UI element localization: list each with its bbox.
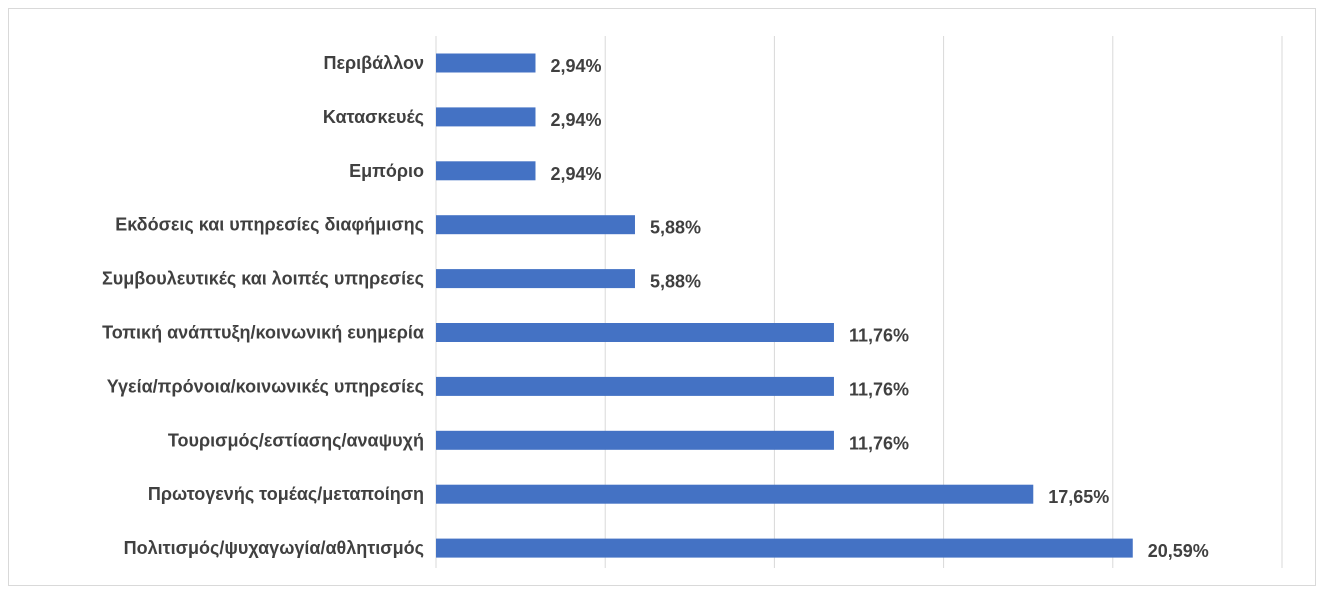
bar — [436, 430, 834, 450]
value-label: 17,65% — [1048, 487, 1109, 507]
bars — [436, 53, 1133, 558]
category-label: Πολιτισμός/ψυχαγωγία/αθλητισμός — [124, 538, 424, 558]
bar — [436, 215, 635, 235]
category-label: Εμπόριο — [349, 161, 424, 181]
category-label: Κατασκευές — [323, 107, 424, 127]
category-label: Περιβάλλον — [323, 53, 424, 73]
value-label: 20,59% — [1148, 541, 1209, 561]
bar — [436, 323, 834, 342]
bar — [436, 107, 536, 127]
bar — [436, 376, 834, 396]
category-label: Τοπική ανάπτυξη/κοινωνική ευημερία — [102, 323, 424, 344]
value-label: 11,76% — [849, 326, 909, 346]
bar — [436, 484, 1034, 504]
category-label: Υγεία/πρόνοια/κοινωνικές υπηρεσίες — [107, 376, 424, 396]
category-label: Συμβουλευτικές και λοιπές υπηρεσίες — [102, 269, 424, 289]
category-labels: Περιβάλλον Κατασκευές Εμπόριο Εκδόσεις και … — [102, 53, 424, 558]
value-label: 5,88% — [650, 272, 701, 292]
value-labels: 2,94% 2,94% 2,94% 5,88% 5,88% 11,76% 11,76% 11,… — [550, 56, 1208, 561]
bar — [436, 269, 635, 289]
bar — [436, 538, 1133, 558]
value-label: 2,94% — [550, 110, 601, 130]
category-label: Εκδόσεις και υπηρεσίες διαφήμισης — [115, 215, 424, 235]
category-label: Πρωτογενής τομέας/μεταποίηση — [148, 484, 424, 504]
bar — [436, 161, 536, 181]
value-label: 11,76% — [849, 433, 909, 453]
value-label: 2,94% — [550, 56, 601, 76]
value-label: 11,76% — [849, 379, 909, 399]
category-label: Τουρισμός/εστίασης/αναψυχή — [168, 430, 424, 450]
bar — [436, 53, 536, 73]
value-label: 5,88% — [650, 218, 701, 238]
value-label: 2,94% — [550, 164, 601, 184]
